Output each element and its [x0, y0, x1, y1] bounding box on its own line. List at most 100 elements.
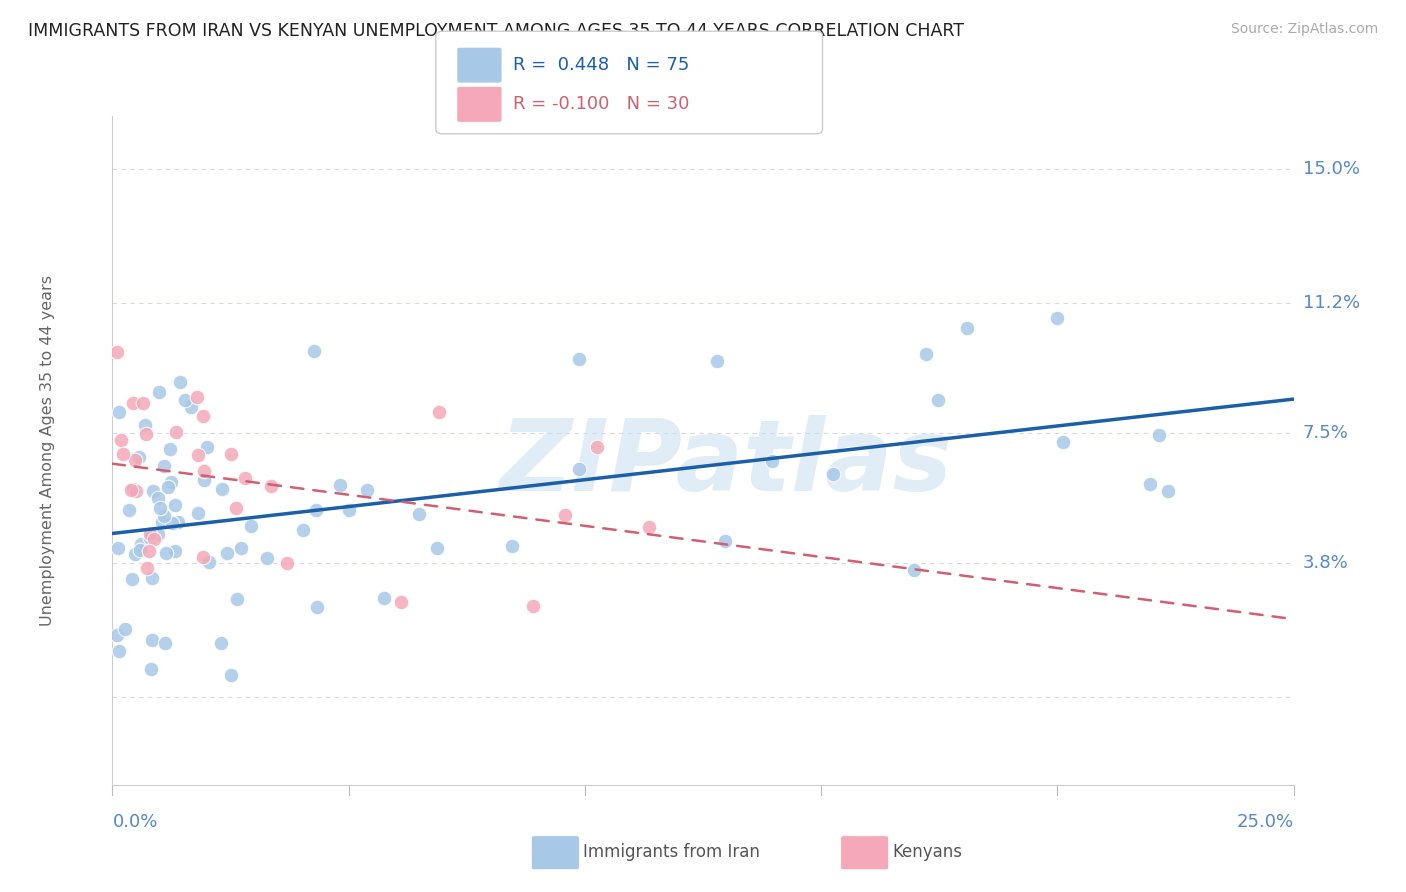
Point — [124, 452, 146, 467]
Point — [160, 516, 183, 531]
Point — [1139, 476, 1161, 491]
Point — [165, 425, 187, 439]
Point — [408, 508, 430, 522]
Point — [568, 351, 591, 366]
Point — [148, 385, 170, 400]
Point — [149, 501, 172, 516]
Point — [291, 523, 314, 537]
Point — [105, 628, 128, 642]
Point — [1147, 428, 1170, 442]
Point — [231, 541, 253, 555]
Point — [186, 390, 208, 404]
Point — [131, 537, 153, 551]
Point — [554, 508, 576, 522]
Point — [107, 541, 129, 555]
Point — [193, 464, 215, 478]
Point — [160, 475, 183, 489]
Point — [195, 440, 218, 454]
Point — [302, 344, 325, 359]
Point — [187, 448, 209, 462]
Point — [356, 483, 378, 498]
Point — [150, 516, 173, 530]
Text: ZIPatlas: ZIPatlas — [501, 416, 953, 512]
Point — [125, 483, 148, 498]
Text: 11.2%: 11.2% — [1303, 293, 1360, 311]
Point — [180, 400, 202, 414]
Point — [138, 532, 160, 546]
Point — [121, 573, 143, 587]
Point — [239, 519, 262, 533]
Point — [124, 548, 146, 562]
Point — [122, 483, 145, 497]
Text: Kenyans: Kenyans — [893, 843, 963, 861]
Point — [156, 480, 179, 494]
Point — [305, 600, 328, 615]
Point — [714, 534, 737, 549]
Point — [153, 635, 176, 649]
Point — [233, 470, 256, 484]
Point — [114, 622, 136, 636]
Point — [165, 544, 187, 558]
Point — [225, 500, 247, 515]
Point — [105, 344, 128, 359]
Point — [217, 546, 239, 560]
Point — [152, 508, 174, 523]
Text: Unemployment Among Ages 35 to 44 years: Unemployment Among Ages 35 to 44 years — [39, 275, 55, 626]
Point — [193, 474, 215, 488]
Point — [211, 483, 233, 497]
Point — [956, 320, 979, 334]
Point — [219, 668, 242, 682]
Point — [903, 563, 925, 577]
Text: Source: ZipAtlas.com: Source: ZipAtlas.com — [1230, 22, 1378, 37]
Point — [136, 561, 159, 575]
Text: 3.8%: 3.8% — [1303, 554, 1348, 572]
Point — [191, 549, 214, 564]
Point — [1156, 484, 1178, 499]
Point — [110, 433, 132, 447]
Point — [915, 347, 938, 361]
Point — [187, 506, 209, 520]
Point — [141, 571, 163, 585]
Point — [159, 442, 181, 457]
Point — [120, 483, 142, 497]
Text: Immigrants from Iran: Immigrants from Iran — [583, 843, 761, 861]
Point — [426, 541, 449, 555]
Text: 7.5%: 7.5% — [1303, 424, 1348, 442]
Point — [706, 354, 728, 368]
Point — [226, 592, 249, 607]
Point — [305, 503, 328, 517]
Text: 0.0%: 0.0% — [112, 814, 157, 831]
Point — [108, 405, 131, 419]
Point — [219, 447, 242, 461]
Point — [134, 418, 156, 433]
Point — [209, 635, 232, 649]
Point — [135, 427, 157, 442]
Point — [142, 483, 165, 498]
Point — [111, 447, 134, 461]
Point — [146, 491, 169, 506]
Point — [141, 662, 163, 676]
Point — [1052, 434, 1074, 449]
Point — [173, 392, 195, 407]
Point — [522, 599, 544, 614]
Point — [427, 405, 450, 419]
Text: R = -0.100   N = 30: R = -0.100 N = 30 — [513, 95, 689, 113]
Point — [329, 478, 352, 492]
Point — [198, 555, 221, 569]
Text: 15.0%: 15.0% — [1303, 160, 1360, 178]
Text: 25.0%: 25.0% — [1236, 814, 1294, 831]
Point — [152, 459, 174, 474]
Point — [167, 516, 190, 530]
Point — [191, 409, 214, 423]
Point — [637, 520, 659, 534]
Point — [256, 551, 278, 566]
Point — [146, 527, 169, 541]
Point — [567, 462, 589, 476]
Point — [121, 396, 143, 410]
Point — [389, 595, 412, 609]
Point — [128, 450, 150, 464]
Point — [260, 478, 283, 492]
Point — [1046, 310, 1069, 325]
Point — [927, 393, 949, 408]
Point — [141, 632, 163, 647]
